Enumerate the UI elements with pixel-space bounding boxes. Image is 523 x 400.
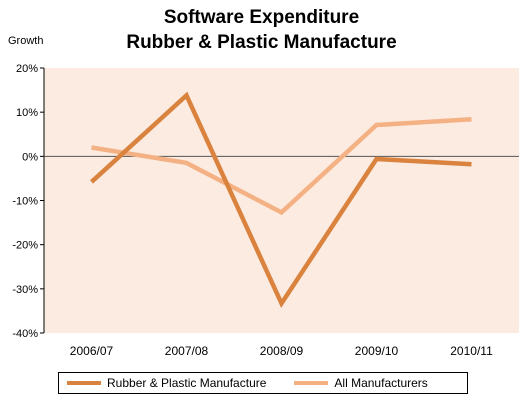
chart-title: Software Expenditure Rubber & Plastic Ma… (0, 5, 523, 55)
legend-item-series-1: All Manufacturers (294, 376, 428, 390)
legend-item-series-0: Rubber & Plastic Manufacture (67, 376, 266, 390)
x-tick-label: 2007/08 (165, 344, 209, 358)
y-tick-label: -10% (12, 196, 38, 208)
y-tick-label: -40% (12, 328, 38, 340)
y-tick-label: -30% (12, 284, 38, 296)
legend-swatch-series-1 (294, 381, 329, 385)
y-tick-label: 20% (16, 63, 38, 75)
x-tick-label: 2009/10 (355, 344, 399, 358)
y-axis-label: Growth (8, 35, 44, 47)
x-tick-label: 2010/11 (450, 344, 493, 358)
legend-label-series-1: All Manufacturers (334, 376, 428, 390)
x-tick-label: 2006/07 (70, 344, 114, 358)
y-tick-label: 0% (22, 151, 38, 163)
legend-label-series-0: Rubber & Plastic Manufacture (107, 376, 267, 390)
chart-title-line-2: Rubber & Plastic Manufacture (126, 32, 397, 53)
y-tick-label: -20% (12, 240, 38, 252)
x-tick-label: 2008/09 (260, 344, 304, 358)
chart-legend: Rubber & Plastic Manufacture All Manufac… (58, 372, 468, 394)
legend-swatch-series-0 (67, 381, 101, 385)
plot-area (44, 68, 519, 333)
chart-title-line-1: Software Expenditure (163, 7, 360, 28)
y-tick-label: 10% (16, 107, 38, 119)
